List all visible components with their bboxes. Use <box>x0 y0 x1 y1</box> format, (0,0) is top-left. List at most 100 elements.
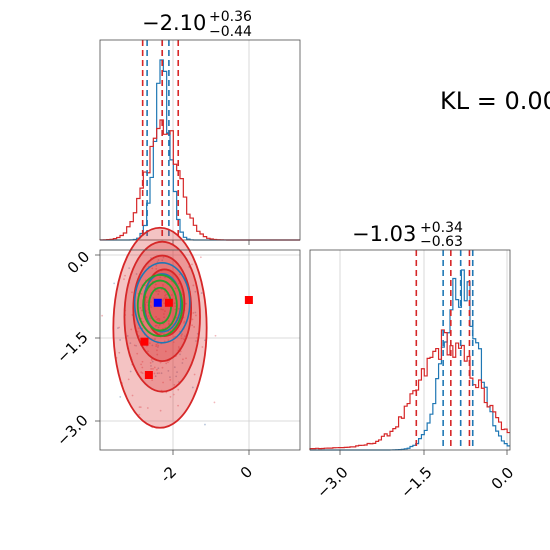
scatter-point <box>138 406 141 409</box>
scatter-point <box>152 297 155 299</box>
scatter-point <box>167 369 170 372</box>
scatter-point <box>164 350 167 353</box>
scatter-point <box>145 296 148 299</box>
scatter-point <box>165 293 167 296</box>
title-upper-error: +0.34 <box>420 220 463 236</box>
scatter-point <box>118 351 121 354</box>
scatter-point <box>129 370 132 373</box>
scatter-point <box>191 386 194 389</box>
title-lower-error: −0.44 <box>209 24 252 40</box>
scatter-point <box>174 308 177 311</box>
scatter-point <box>194 311 197 314</box>
scatter-point <box>152 367 154 370</box>
panel-joint: 0.0 −1.5 −3.0 -2 0 <box>53 226 301 486</box>
scatter-point <box>173 384 176 386</box>
panel-title-param-1: −2.10 +0.36 −0.44 <box>142 9 252 40</box>
scatter-point <box>193 326 196 328</box>
scatter-point <box>148 342 151 345</box>
scatter-point <box>162 308 164 311</box>
scatter-point <box>158 318 161 320</box>
scatter-point <box>156 318 159 321</box>
scatter-point <box>149 304 152 307</box>
scatter-point <box>175 375 178 378</box>
histogram-series-red <box>309 329 510 450</box>
scatter-point <box>157 259 160 261</box>
scatter-point <box>151 267 154 270</box>
scatter-point <box>204 339 206 342</box>
scatter-point <box>129 342 132 345</box>
scatter-point <box>123 278 125 281</box>
scatter-point <box>141 372 144 375</box>
scatter-point <box>177 388 180 391</box>
scatter-point <box>192 312 195 314</box>
scatter-point <box>170 294 173 296</box>
title-median: −2.10 <box>142 11 206 35</box>
scatter-point <box>177 282 180 285</box>
scatter-point <box>147 350 149 353</box>
scatter-point <box>155 345 158 348</box>
scatter-point <box>169 395 172 398</box>
scatter-point <box>150 367 153 370</box>
scatter-point <box>191 324 193 327</box>
green-contour <box>136 274 184 338</box>
scatter-point <box>156 349 158 352</box>
scatter-point <box>214 334 217 337</box>
scatter-point <box>174 305 177 308</box>
axes-frame <box>99 39 301 241</box>
title-median: −1.03 <box>352 222 416 246</box>
scatter-point <box>153 366 156 369</box>
scatter-point <box>162 284 164 286</box>
red-square-marker <box>140 337 149 346</box>
scatter-point <box>159 276 162 279</box>
scatter-point <box>163 313 165 315</box>
scatter-point <box>162 298 165 301</box>
scatter-point <box>138 413 141 416</box>
x-tick-label: −1.5 <box>397 463 435 501</box>
scatter-point <box>124 274 126 277</box>
scatter-point <box>192 284 195 287</box>
blue-square-marker <box>153 298 162 307</box>
scatter-point <box>156 346 159 348</box>
scatter-point <box>157 344 160 347</box>
scatter-point <box>155 264 158 267</box>
scatter-point <box>155 343 158 346</box>
scatter-point <box>191 318 194 321</box>
scatter-point <box>173 302 176 305</box>
scatter-point <box>119 396 122 398</box>
scatter-point <box>159 332 162 334</box>
red-square-marker <box>244 296 253 304</box>
y-tick-label: −3.0 <box>53 411 91 449</box>
scatter-point <box>151 379 154 382</box>
title-lower-error: −0.63 <box>420 234 463 250</box>
scatter-point <box>182 358 184 361</box>
histogram-series-red <box>99 119 300 241</box>
scatter-point <box>158 290 161 293</box>
scatter-point <box>153 286 156 289</box>
scatter-point <box>164 310 166 313</box>
scatter-point <box>159 409 162 412</box>
scatter-point <box>158 372 160 375</box>
scatter-points <box>101 256 217 429</box>
scatter-point <box>101 314 104 317</box>
scatter-point <box>175 316 178 319</box>
scatter-point <box>131 291 133 294</box>
green-contour <box>142 279 178 332</box>
scatter-point <box>177 307 180 310</box>
scatter-point <box>149 361 152 364</box>
red-square-marker <box>164 298 173 307</box>
quantile-lines-param-2 <box>415 250 474 450</box>
scatter-point <box>136 352 139 355</box>
scatter-point <box>150 365 152 367</box>
scatter-point <box>156 368 158 371</box>
scatter-point <box>172 341 175 344</box>
scatter-point <box>159 361 162 364</box>
scatter-point <box>167 361 169 364</box>
scatter-point <box>167 339 170 342</box>
scatter-point <box>169 379 172 381</box>
scatter-point <box>151 344 154 347</box>
scatter-point <box>160 372 163 375</box>
y-tick-label: 0.0 <box>64 248 94 278</box>
scatter-point <box>179 353 181 356</box>
scatter-point <box>130 328 133 331</box>
scatter-point <box>174 287 177 290</box>
